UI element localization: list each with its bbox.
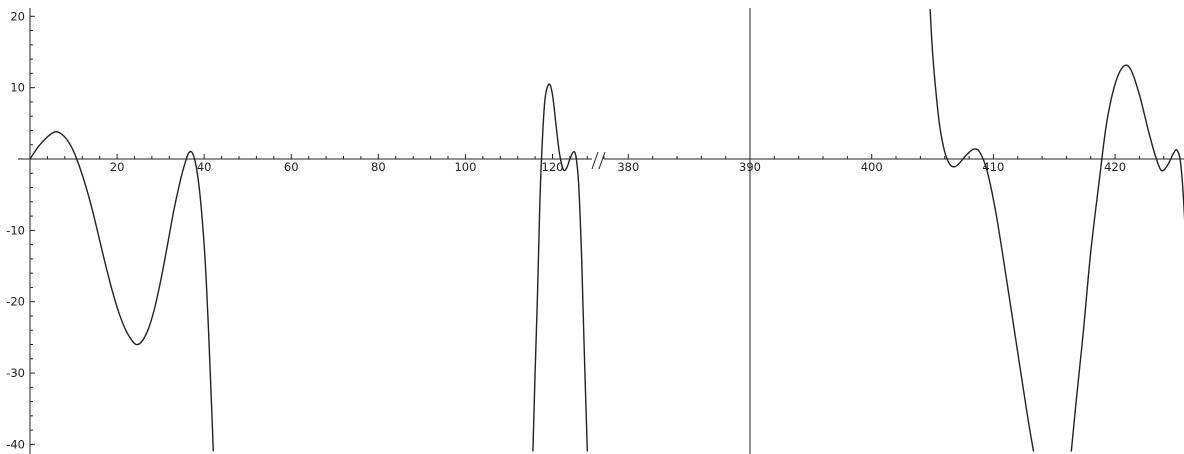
x-tick-label: 410 xyxy=(982,160,1004,174)
series-line xyxy=(929,9,1035,452)
x-tick-label: 120 xyxy=(542,160,564,174)
x-tick-label: 80 xyxy=(371,160,386,174)
x-tick-label: 20 xyxy=(110,160,125,174)
series-line xyxy=(29,130,215,452)
x-tick-label: 390 xyxy=(739,160,761,174)
series-line xyxy=(532,83,589,452)
y-tick-label: 20 xyxy=(10,9,25,23)
x-ticks: 20 40 60 80 100 120 380 390 400 410 420 xyxy=(46,154,1165,174)
x-tick-label: 400 xyxy=(861,160,883,174)
y-tick-label: -20 xyxy=(6,295,25,309)
x-tick-label: 100 xyxy=(454,160,476,174)
y-tick-label: -10 xyxy=(6,223,25,237)
x-tick-label: 420 xyxy=(1104,160,1126,174)
axis-break-slash-1 xyxy=(591,151,599,170)
x-tick-label: 40 xyxy=(197,160,212,174)
y-ticks: 20 10 -10 -20 -30 -40 xyxy=(6,9,35,451)
axis-break-slash-2 xyxy=(598,151,606,170)
y-tick-label: -40 xyxy=(6,437,25,451)
curves xyxy=(29,9,1184,452)
axis-break-marker xyxy=(591,151,606,170)
x-tick-label: 380 xyxy=(617,160,639,174)
y-tick-label: -30 xyxy=(6,366,25,380)
x-tick-label: 60 xyxy=(284,160,299,174)
series-line xyxy=(1070,64,1184,452)
y-tick-label: 10 xyxy=(10,81,25,95)
